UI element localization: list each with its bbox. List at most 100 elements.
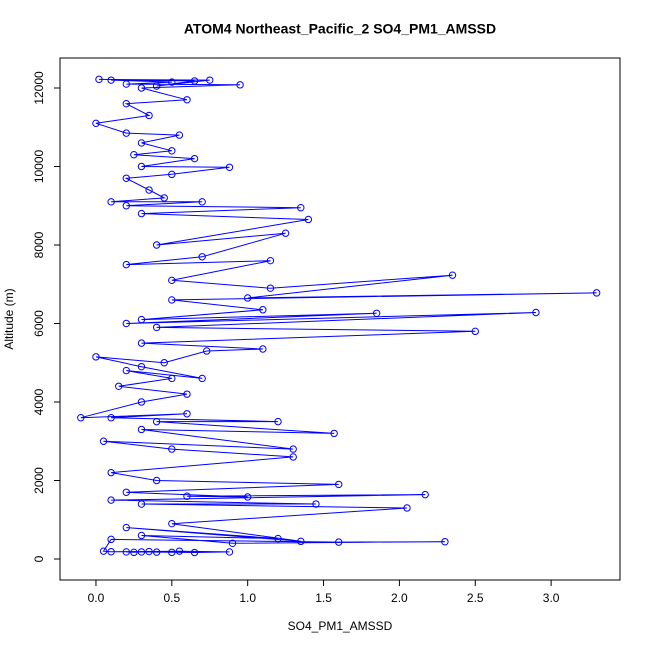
data-point: [160, 194, 168, 202]
data-point: [122, 202, 131, 210]
data-point: [137, 548, 146, 556]
data-point: [183, 390, 191, 398]
data-point: [137, 362, 146, 371]
data-point: [137, 425, 146, 434]
data-point: [266, 284, 275, 292]
data-point: [421, 490, 429, 499]
data-point: [281, 229, 290, 237]
data-point: [122, 260, 131, 269]
data-point: [122, 523, 131, 532]
data-point: [225, 163, 234, 171]
data-point: [168, 147, 176, 155]
data-point: [330, 429, 338, 438]
data-point: [183, 410, 191, 418]
data-point: [183, 96, 191, 104]
data-point: [152, 82, 161, 90]
data-point: [592, 289, 601, 297]
data-point: [122, 80, 131, 88]
data-point: [99, 437, 108, 445]
data-point: [198, 374, 206, 383]
data-point: [107, 548, 115, 556]
y-axis-label: Altitude (m): [2, 288, 16, 349]
data-point: [236, 81, 244, 89]
data-point: [190, 154, 199, 163]
data-point: [152, 417, 161, 426]
data-point: [335, 538, 343, 546]
data-point: [372, 309, 381, 317]
data-point: [441, 538, 449, 546]
data-point: [304, 215, 313, 224]
data-point: [107, 535, 115, 544]
data-point: [77, 413, 85, 422]
data-point: [335, 480, 343, 489]
data-point: [137, 315, 146, 324]
data-point: [403, 504, 411, 512]
data-point: [122, 548, 131, 556]
x-tick-label: 1.0: [239, 591, 256, 605]
y-tick-label: 6000: [32, 310, 46, 337]
x-axis-label: SO4_PM1_AMSSD: [288, 619, 393, 633]
data-point: [160, 359, 168, 367]
data-point: [471, 327, 479, 336]
data-point: [107, 76, 115, 84]
x-tick-label: 2.5: [467, 591, 484, 605]
x-tick-label: 0.0: [88, 591, 105, 605]
data-point: [137, 500, 146, 508]
data-point: [137, 339, 146, 347]
data-point: [448, 271, 457, 279]
x-tick-label: 0.5: [163, 591, 180, 605]
y-tick-label: 4000: [32, 388, 46, 415]
data-point: [206, 76, 214, 84]
data-point: [137, 84, 146, 92]
y-tick-label: 10000: [32, 149, 46, 183]
data-point: [92, 119, 100, 128]
data-point: [183, 492, 191, 500]
y-tick-label: 12000: [32, 71, 46, 105]
data-point: [168, 445, 176, 453]
data-point: [168, 78, 176, 86]
data-point: [274, 417, 282, 426]
data-point: [152, 323, 161, 332]
x-tick-label: 2.0: [391, 591, 408, 605]
data-point: [168, 170, 176, 179]
data-point: [130, 151, 138, 159]
data-point: [297, 204, 305, 212]
chart-title: ATOM4 Northeast_Pacific_2 SO4_PM1_AMSSD: [184, 21, 496, 37]
data-point: [168, 296, 176, 304]
data-point: [168, 548, 176, 557]
data-point: [137, 209, 146, 218]
data-point: [198, 253, 206, 261]
data-point: [198, 198, 206, 206]
x-tick-label: 1.5: [315, 591, 332, 605]
data-point: [274, 534, 282, 543]
data-point: [130, 548, 138, 557]
data-point: [152, 241, 161, 249]
data-point: [225, 548, 234, 556]
data-point: [145, 547, 153, 556]
data-point: [145, 111, 153, 120]
data-point: [137, 398, 146, 406]
data-point: [99, 547, 108, 555]
data-point: [107, 413, 115, 422]
y-tick-label: 8000: [32, 231, 46, 258]
data-point: [122, 366, 131, 375]
y-tick-label: 0: [32, 555, 46, 562]
data-point: [107, 468, 115, 477]
data-point: [289, 453, 297, 461]
data-point: [259, 345, 267, 353]
data-point: [168, 374, 176, 383]
data-point: [122, 99, 131, 108]
data-point: [175, 131, 184, 139]
data-line: [80, 78, 597, 554]
data-point: [266, 256, 275, 265]
data-point: [122, 319, 131, 328]
y-tick-label: 2000: [32, 467, 46, 494]
data-point: [122, 129, 131, 137]
data-point: [190, 548, 199, 557]
data-point: [122, 174, 131, 182]
data-point: [137, 139, 146, 147]
data-point: [122, 488, 131, 496]
data-point: [297, 537, 305, 546]
data-point: [95, 75, 103, 84]
